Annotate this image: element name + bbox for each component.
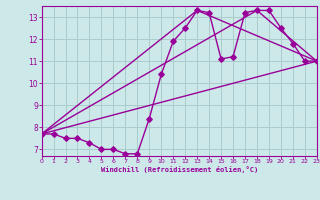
X-axis label: Windchill (Refroidissement éolien,°C): Windchill (Refroidissement éolien,°C) xyxy=(100,166,258,173)
